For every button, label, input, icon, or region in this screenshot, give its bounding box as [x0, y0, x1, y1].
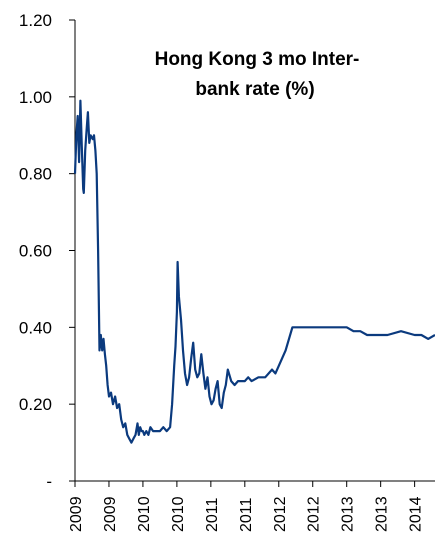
x-tick-label: 2011: [238, 497, 255, 532]
x-tick-label: 2012: [272, 496, 289, 532]
plot-area: - 0.20 0.40 0.60 0.80 1.00 1.20 2009 2009 2010 201…: [19, 11, 435, 532]
x-tick-label: 2013: [340, 496, 357, 532]
chart-title-line-1: Hong Kong 3 mo Inter-: [155, 49, 360, 70]
y-tick-label: 1.20: [19, 11, 52, 30]
y-tick-label: 0.80: [19, 165, 52, 184]
x-tick-label: 2014: [408, 496, 425, 532]
series-line: [73, 99, 435, 444]
x-tick-label: 2009: [68, 496, 85, 532]
x-tick-label: 2012: [306, 496, 323, 532]
y-tick-label: 0.40: [19, 318, 52, 337]
y-tick-label: 1.00: [19, 88, 52, 107]
chart-title-line-2: bank rate (%): [195, 79, 314, 100]
y-tick-label: 0.60: [19, 242, 52, 261]
x-tick-label: 2010: [170, 496, 187, 532]
y-tick-label: 0.20: [19, 395, 52, 414]
y-tick-label: -: [46, 472, 52, 491]
x-tick-label: 2011: [204, 497, 221, 532]
x-tick-label: 2013: [374, 496, 391, 532]
x-tick-label: 2009: [102, 496, 119, 532]
x-tick-label: 2010: [136, 496, 153, 532]
